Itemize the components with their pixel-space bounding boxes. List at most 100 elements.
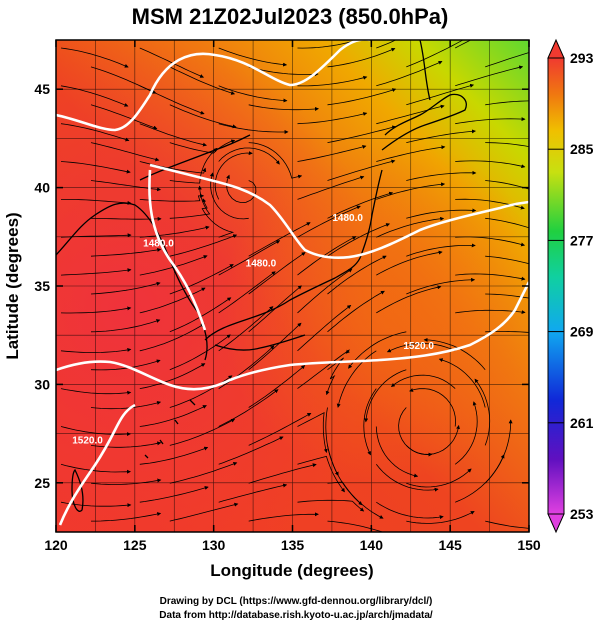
y-tick-label: 40 (34, 180, 50, 196)
streamline (297, 75, 368, 87)
streamline (90, 478, 162, 485)
streamline (406, 243, 476, 257)
streamline (386, 343, 456, 353)
streamline (376, 40, 397, 49)
x-tick-label: 145 (438, 537, 462, 553)
streamline (218, 123, 289, 134)
streamline (327, 159, 396, 181)
streamline (218, 345, 275, 389)
streamline (60, 306, 132, 314)
streamline (297, 236, 357, 276)
streamline (90, 104, 158, 130)
streamline (297, 268, 353, 314)
streamline (169, 185, 211, 219)
streamline (248, 463, 317, 484)
streamline (248, 365, 306, 408)
streamline (201, 198, 235, 238)
streamline (336, 350, 377, 408)
streamline (139, 225, 210, 238)
streamline (248, 252, 306, 295)
streamline (169, 462, 238, 484)
streamline (61, 199, 132, 205)
streamline (169, 334, 231, 371)
streamline (218, 85, 288, 103)
streamline (455, 40, 472, 49)
y-tick-label: 25 (34, 475, 50, 491)
streamline (297, 304, 352, 352)
streamline (90, 441, 162, 448)
streamline (218, 483, 288, 503)
streamline (406, 208, 477, 219)
streamline (406, 424, 460, 455)
streamline (248, 142, 303, 179)
streamline (218, 240, 281, 276)
contour-label: 1520.0 (403, 341, 434, 352)
y-tick-label: 35 (34, 278, 50, 294)
x-tick-label: 120 (44, 537, 68, 553)
x-axis-ticks: 120 125 130 135 140 145 150 (44, 40, 541, 553)
streamline (455, 117, 526, 125)
streamline (60, 47, 129, 68)
streamline (327, 88, 397, 106)
streamline (218, 436, 284, 465)
x-axis-label: Longitude (degrees) (210, 561, 373, 580)
streamline (139, 85, 205, 115)
streamline (248, 104, 319, 111)
streamline (60, 426, 131, 437)
streamline (455, 160, 526, 169)
streamline (169, 234, 238, 257)
streamline (60, 268, 132, 276)
streamline (91, 512, 162, 522)
streamline (327, 125, 397, 143)
streamline (375, 426, 419, 478)
streamline (327, 481, 384, 519)
streamline (327, 520, 384, 532)
streamline (364, 369, 407, 423)
streamline (297, 145, 367, 162)
streamline (169, 66, 236, 95)
y-tick-label: 45 (34, 81, 50, 97)
streamline (60, 123, 130, 142)
streamline (485, 255, 529, 265)
streamline (139, 193, 205, 202)
streamline (455, 273, 526, 281)
streamline (139, 323, 205, 352)
coastlines (56, 40, 467, 512)
colorbar-tick-label: 269 (570, 324, 594, 340)
colorbar-tick-label: 285 (570, 141, 594, 157)
streamline (214, 151, 253, 200)
streamline (485, 520, 529, 529)
streamline (327, 47, 396, 68)
credit-drawing: Drawing by DCL (https://www.gfd-dennou.o… (160, 596, 433, 607)
streamline (455, 454, 505, 503)
streamline (90, 142, 160, 162)
streamline (297, 175, 365, 200)
streamline (348, 331, 407, 369)
streamline (60, 388, 132, 395)
streamline (297, 412, 328, 453)
streamline (248, 222, 311, 257)
colorbar-tick-label: 261 (570, 415, 594, 431)
streamline (375, 464, 439, 492)
streamline (60, 161, 131, 174)
chart-title: MSM 21Z02Jul2023 (850.0hPa) (132, 4, 449, 29)
x-tick-label: 150 (517, 537, 541, 553)
contour-label: 1480.0 (246, 258, 277, 269)
streamline (169, 418, 236, 446)
streamline (455, 65, 524, 87)
streamline (169, 264, 234, 295)
streamline (376, 182, 446, 200)
streamline (376, 285, 442, 314)
streamline (226, 174, 257, 204)
contour-labels: 1480.0 1480.0 1480.0 1520.0 1520.0 (72, 213, 434, 446)
streamline (218, 306, 274, 352)
streamline (297, 205, 361, 238)
x-tick-label: 135 (281, 537, 305, 553)
colorbar: 293 285 277 269 261 253 (547, 38, 594, 534)
streamline (485, 52, 529, 68)
streamline (139, 446, 209, 465)
streamline (327, 223, 391, 257)
streamline (485, 293, 529, 299)
streamline (169, 104, 237, 129)
streamline (376, 104, 445, 125)
